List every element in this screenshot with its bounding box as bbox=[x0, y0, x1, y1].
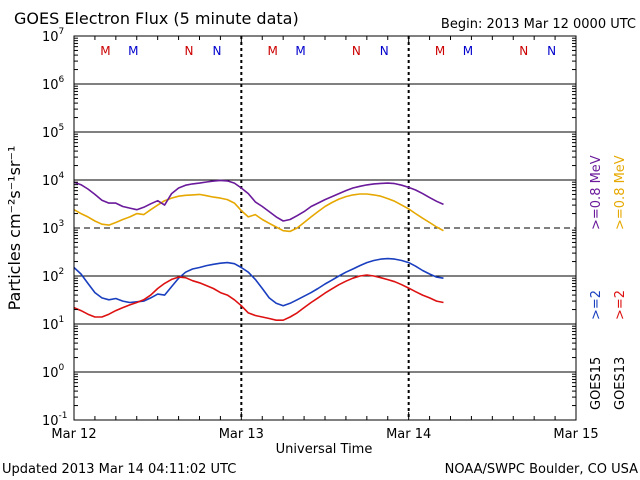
x-tick-label: Mar 12 bbox=[51, 427, 96, 442]
y-tick-label: 101 bbox=[42, 315, 64, 333]
gridlines bbox=[74, 83, 576, 373]
series-goes15-2-mev bbox=[73, 257, 444, 307]
local-time-marker: N bbox=[185, 44, 194, 58]
series-goes13-2-mev bbox=[73, 274, 444, 322]
local-time-marker: N bbox=[352, 44, 361, 58]
legend-entry: GOES15 bbox=[589, 357, 604, 410]
local-time-marker: N bbox=[547, 44, 556, 58]
local-time-marker: N bbox=[212, 44, 221, 58]
y-tick-label: 104 bbox=[42, 171, 65, 189]
y-tick-label: 105 bbox=[42, 123, 64, 141]
y-axis-label: Particles cm⁻²s⁻¹sr⁻¹ bbox=[5, 146, 24, 311]
series-goes13-0-8-mev bbox=[73, 193, 444, 233]
local-time-marker: N bbox=[380, 44, 389, 58]
local-time-marker: M bbox=[268, 44, 278, 58]
legend: >=0.8 MeV >=0.8 MeV >=2 >=2 GOES15 GOES13 bbox=[589, 155, 628, 410]
x-tick-label: Mar 15 bbox=[553, 427, 598, 442]
legend-entry: >=0.8 MeV bbox=[589, 155, 604, 230]
chart-title: GOES Electron Flux (5 minute data) bbox=[14, 9, 299, 28]
local-time-marker: M bbox=[128, 44, 138, 58]
x-tick-label: Mar 13 bbox=[219, 427, 264, 442]
begin-time-label: Begin: 2013 Mar 12 0000 UTC bbox=[441, 17, 636, 32]
y-tick-label: 100 bbox=[42, 363, 65, 381]
x-axis-label: Universal Time bbox=[276, 442, 373, 457]
local-time-marker: M bbox=[463, 44, 473, 58]
local-time-marker: M bbox=[295, 44, 305, 58]
legend-entry: >=2 bbox=[589, 290, 604, 320]
x-tick-label: Mar 14 bbox=[386, 427, 431, 442]
y-tick-label: 107 bbox=[42, 27, 64, 45]
series-group bbox=[73, 179, 444, 322]
x-axis-ticks: Mar 12 Mar 13 Mar 14 Mar 15 bbox=[51, 36, 599, 442]
legend-entry: >=2 bbox=[613, 290, 628, 320]
y-tick-label: 106 bbox=[42, 75, 65, 93]
credit-label: NOAA/SWPC Boulder, CO USA bbox=[445, 462, 638, 477]
y-tick-label: 102 bbox=[42, 267, 64, 285]
legend-entry: >=0.8 MeV bbox=[613, 155, 628, 230]
local-time-marker: M bbox=[100, 44, 110, 58]
y-tick-label: 103 bbox=[42, 219, 64, 237]
updated-timestamp: Updated 2013 Mar 14 04:11:02 UTC bbox=[2, 462, 236, 477]
legend-entry: GOES13 bbox=[613, 357, 628, 410]
local-time-marker: M bbox=[435, 44, 445, 58]
local-time-marker: N bbox=[519, 44, 528, 58]
series-goes15-0-8-mev bbox=[73, 179, 444, 222]
midnight-markers bbox=[240, 36, 410, 420]
